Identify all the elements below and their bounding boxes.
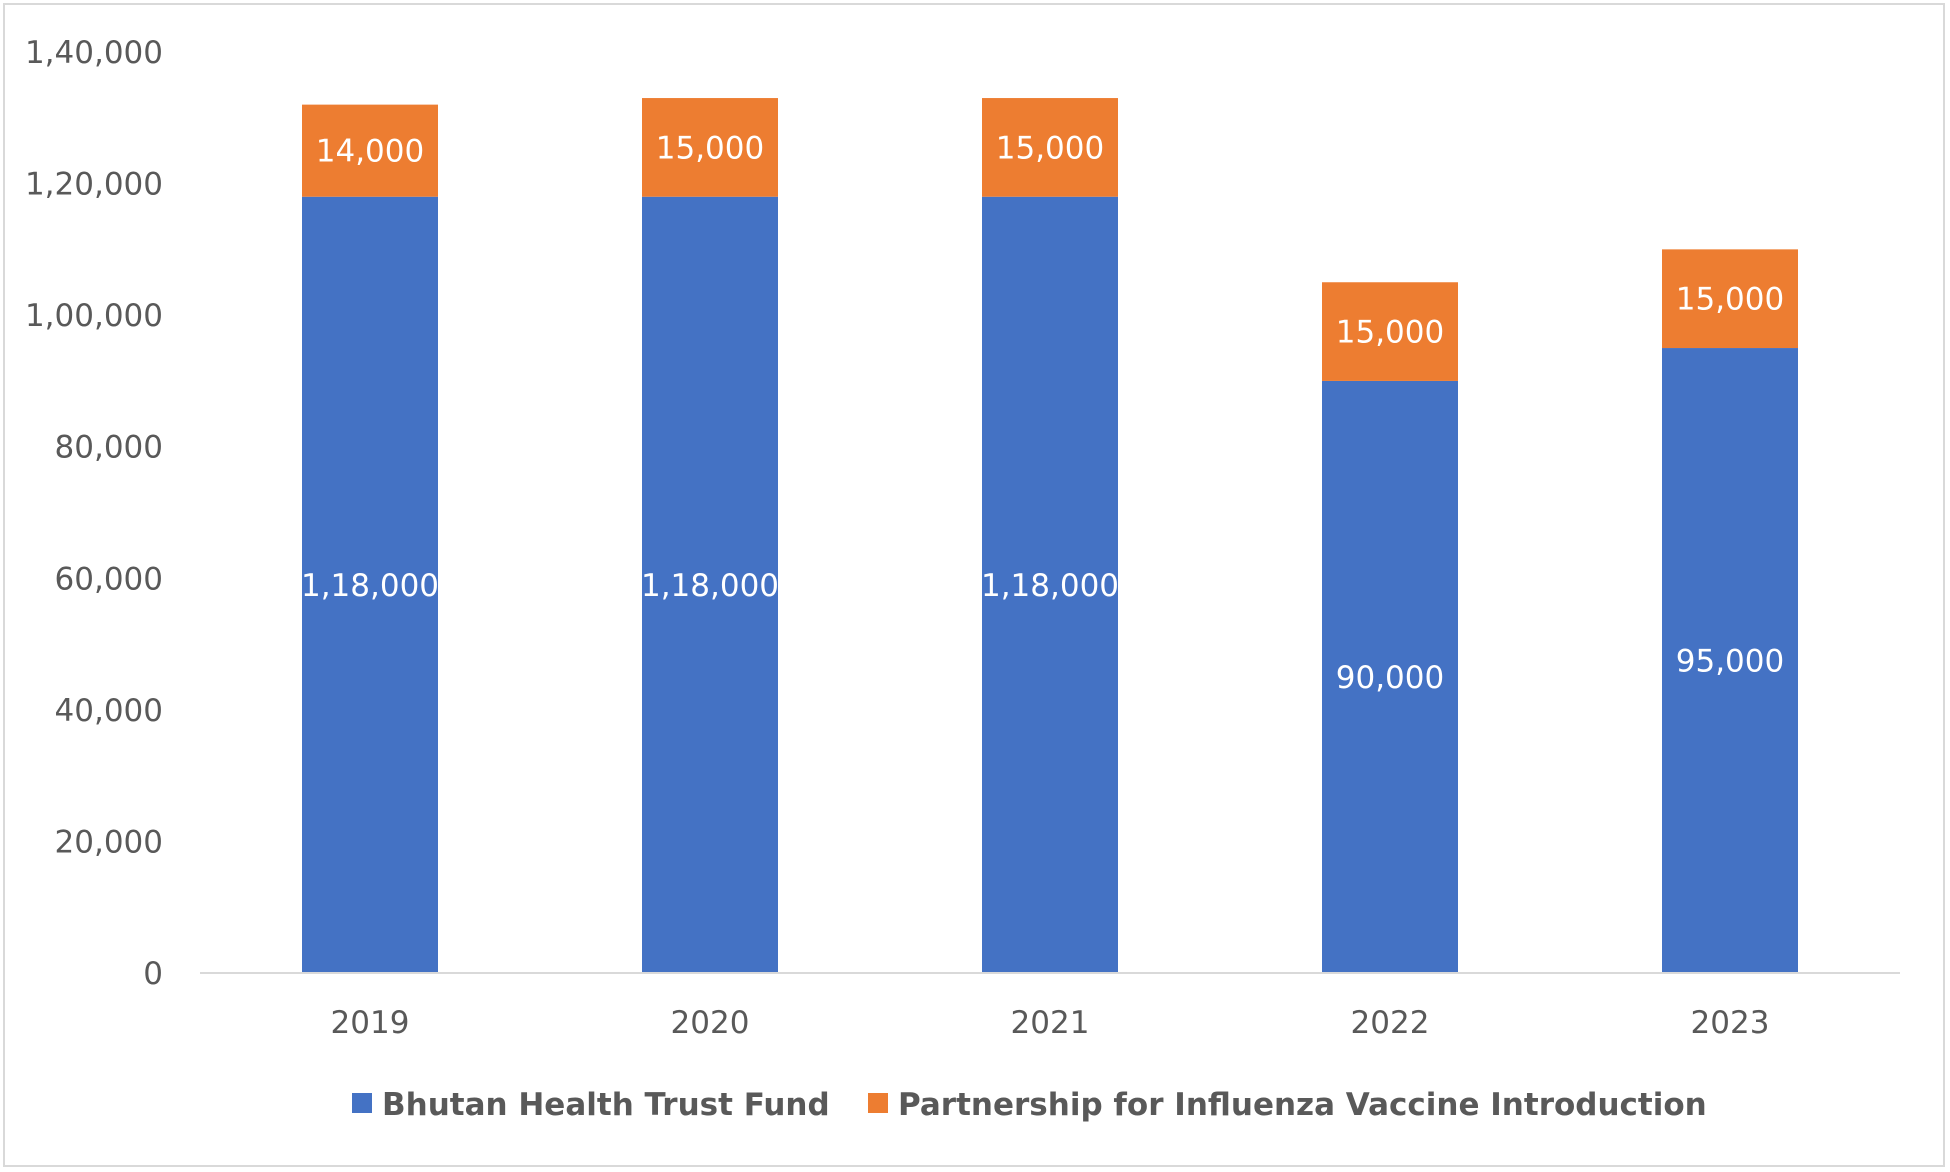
- legend-swatch: [868, 1093, 888, 1113]
- x-tick-label: 2020: [671, 1005, 750, 1041]
- y-tick-label: 1,20,000: [25, 167, 163, 203]
- data-label: 1,18,000: [981, 568, 1119, 604]
- x-tick-label: 2021: [1011, 1005, 1090, 1041]
- legend: Bhutan Health Trust Fund Partnership for …: [352, 1087, 1707, 1123]
- bar-segment-pivi: [302, 104, 438, 197]
- y-tick-label: 1,40,000: [25, 35, 163, 71]
- legend-label: Partnership for Influenza Vaccine Introd…: [898, 1087, 1707, 1123]
- y-tick-label: 60,000: [55, 561, 163, 597]
- data-label: 1,18,000: [301, 568, 439, 604]
- bar-segment-bhutan-health-trust-fund: [1662, 348, 1798, 973]
- x-axis: 2019 2020 2021 2022 2023: [331, 1005, 1770, 1041]
- data-label: 1,18,000: [641, 568, 779, 604]
- y-tick-label: 40,000: [55, 693, 163, 729]
- data-label: 90,000: [1336, 660, 1444, 696]
- bar-segment-bhutan-health-trust-fund: [302, 196, 438, 973]
- data-label: 15,000: [656, 130, 764, 166]
- data-label: 95,000: [1676, 644, 1784, 680]
- x-tick-label: 2019: [331, 1005, 410, 1041]
- y-tick-label: 20,000: [55, 824, 163, 860]
- legend-swatch: [352, 1093, 372, 1113]
- legend-label: Bhutan Health Trust Fund: [382, 1087, 830, 1123]
- bar-segment-bhutan-health-trust-fund: [642, 196, 778, 973]
- bar-segment-pivi: [642, 98, 778, 197]
- bar-segment-bhutan-health-trust-fund: [1322, 380, 1458, 973]
- data-label: 14,000: [316, 134, 424, 170]
- bar-segment-pivi: [1322, 282, 1458, 381]
- data-label: 15,000: [1676, 282, 1784, 318]
- bar-segment-pivi: [982, 98, 1118, 197]
- bar-segment-bhutan-health-trust-fund: [982, 196, 1118, 973]
- bars: 1,18,000 14,000 1,18,000 15,000 1,18,000 15,0…: [301, 98, 1798, 973]
- y-tick-label: 80,000: [55, 430, 163, 466]
- bar-segment-pivi: [1662, 249, 1798, 349]
- x-tick-label: 2023: [1691, 1005, 1770, 1041]
- data-label: 15,000: [996, 130, 1104, 166]
- y-tick-label: 1,00,000: [25, 298, 163, 334]
- x-tick-label: 2022: [1351, 1005, 1430, 1041]
- y-axis: 0 20,000 40,000 60,000 80,000 1,00,000 1,20,00…: [25, 35, 163, 992]
- y-tick-label: 0: [143, 956, 163, 992]
- data-label: 15,000: [1336, 315, 1444, 351]
